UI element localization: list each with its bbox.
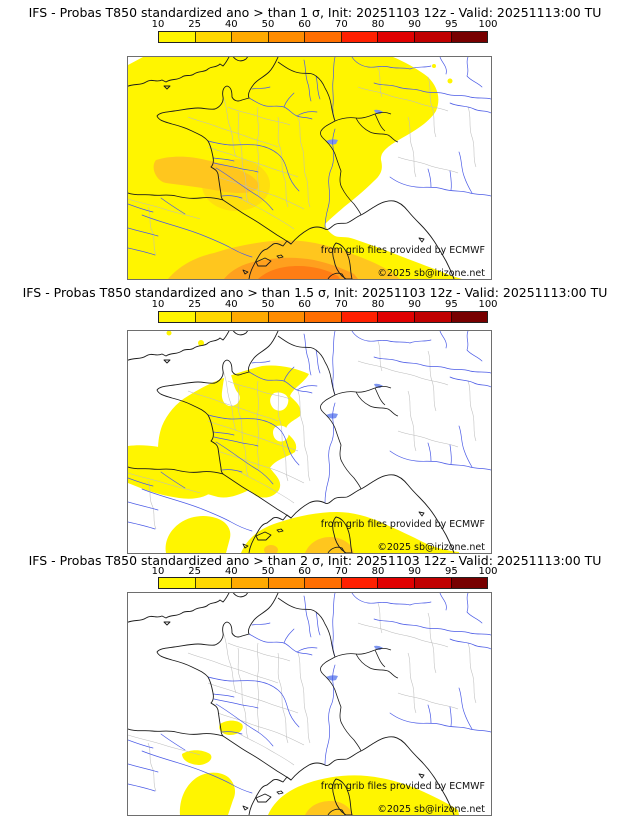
colorbar-segment [451, 312, 488, 322]
colorbar-tick: 90 [408, 19, 422, 30]
colorbar-segment [195, 578, 233, 588]
colorbar-tick: 70 [334, 19, 348, 30]
panel-sigma-1: IFS - Probas T850 standardized ano > tha… [0, 0, 630, 280]
colorbar-segment [232, 578, 269, 588]
colorbar-segment [305, 578, 342, 588]
colorbar-segment [232, 32, 269, 42]
prob-10-mediterranean [241, 512, 459, 553]
credit-copyright-text: ©2025 sb@irizone.net [377, 542, 485, 553]
prob-40-biscay [153, 156, 259, 194]
yellow-speck [447, 78, 453, 84]
colorbar-tick: 90 [408, 566, 422, 577]
colorbar-tick: 60 [298, 299, 312, 310]
prob-40-mediterranean [305, 537, 354, 553]
no-probability-region [325, 57, 491, 279]
colorbar-segment [378, 578, 415, 588]
colorbar-tick: 25 [188, 299, 202, 310]
colorbar-segment [414, 32, 452, 42]
map-sigma-1: from grib files provided by ECMWF ©2025 … [127, 56, 492, 280]
colorbar-tick: 50 [261, 299, 275, 310]
colorbar-segment [159, 578, 196, 588]
prob-60-mediterranean [258, 266, 340, 279]
colorbar [158, 577, 488, 589]
prob-10-north-spain [182, 750, 212, 765]
colorbar-segment [451, 32, 488, 42]
colorbar-tick: 60 [298, 566, 312, 577]
credit-copyright-text: ©2025 sb@irizone.net [377, 268, 485, 279]
colorbar-segment [268, 578, 306, 588]
colorbar [158, 31, 488, 43]
colorbar-tick-labels: 10 25 40 50 60 70 80 90 95 100 [152, 566, 498, 578]
colorbar-segment [305, 32, 342, 42]
panel-title: IFS - Probas T850 standardized ano > tha… [28, 5, 602, 20]
colorbar-tick: 80 [371, 19, 385, 30]
colorbar-segment [159, 32, 196, 42]
colorbar-tick: 90 [408, 299, 422, 310]
colorbar-segment [414, 578, 452, 588]
colorbar-segment [305, 312, 342, 322]
colorbar-segment [268, 32, 306, 42]
yellow-speck [432, 64, 436, 68]
colorbar-segment [341, 312, 379, 322]
colorbar [158, 311, 488, 323]
colorbar-segment [414, 312, 452, 322]
panel-sigma-2: IFS - Probas T850 standardized ano > tha… [0, 546, 630, 828]
colorbar-tick: 80 [371, 566, 385, 577]
colorbar-tick: 70 [334, 566, 348, 577]
colorbar-segment [232, 312, 269, 322]
white-notch [221, 369, 240, 407]
colorbar-tick: 100 [478, 566, 498, 577]
prob-10-spain-south [165, 515, 231, 553]
colorbar-tick: 50 [261, 566, 275, 577]
colorbar-tick: 10 [151, 566, 165, 577]
colorbar-tick: 25 [188, 566, 202, 577]
colorbar-tick: 70 [334, 299, 348, 310]
colorbar-segment [195, 312, 233, 322]
colorbar-tick: 50 [261, 19, 275, 30]
colorbar-tick: 40 [224, 566, 238, 577]
colorbar-tick-labels: 10 25 40 50 60 70 80 90 95 100 [152, 299, 498, 311]
credit-copyright-text: ©2025 sb@irizone.net [377, 804, 485, 815]
colorbar-tick: 95 [444, 19, 458, 30]
colorbar-segment [159, 312, 196, 322]
colorbar-tick: 95 [444, 566, 458, 577]
colorbar-segment [378, 32, 415, 42]
colorbar-segment [268, 312, 306, 322]
prob-10-spain-south [179, 772, 236, 815]
map-sigma-2: from grib files provided by ECMWF ©2025 … [127, 592, 492, 816]
colorbar-tick: 100 [478, 19, 498, 30]
colorbar-tick: 80 [371, 299, 385, 310]
colorbar-segment [341, 578, 379, 588]
prob-40-spot [264, 545, 278, 553]
yellow-speck [166, 331, 172, 336]
map-sigma-1-5: from grib files provided by ECMWF ©2025 … [127, 330, 492, 554]
credit-provider-text: from grib files provided by ECMWF [321, 781, 485, 792]
yellow-speck-england [198, 340, 204, 346]
panel-sigma-1-5: IFS - Probas T850 standardized ano > tha… [0, 278, 630, 556]
colorbar-tick: 100 [478, 299, 498, 310]
colorbar-tick: 40 [224, 19, 238, 30]
colorbar-tick: 40 [224, 299, 238, 310]
colorbar-segment [195, 32, 233, 42]
colorbar-tick: 95 [444, 299, 458, 310]
colorbar-tick: 10 [151, 299, 165, 310]
colorbar-tick-labels: 10 25 40 50 60 70 80 90 95 100 [152, 19, 498, 31]
credit-provider-text: from grib files provided by ECMWF [321, 519, 485, 530]
colorbar-tick: 60 [298, 19, 312, 30]
no-probability-corner [128, 57, 143, 65]
colorbar-segment [378, 312, 415, 322]
colorbar-segment [451, 578, 488, 588]
colorbar-segment [341, 32, 379, 42]
colorbar-tick: 25 [188, 19, 202, 30]
colorbar-tick: 10 [151, 19, 165, 30]
panel-title: IFS - Probas T850 standardized ano > tha… [22, 285, 608, 300]
panel-title: IFS - Probas T850 standardized ano > tha… [28, 553, 602, 568]
credit-provider-text: from grib files provided by ECMWF [321, 245, 485, 256]
